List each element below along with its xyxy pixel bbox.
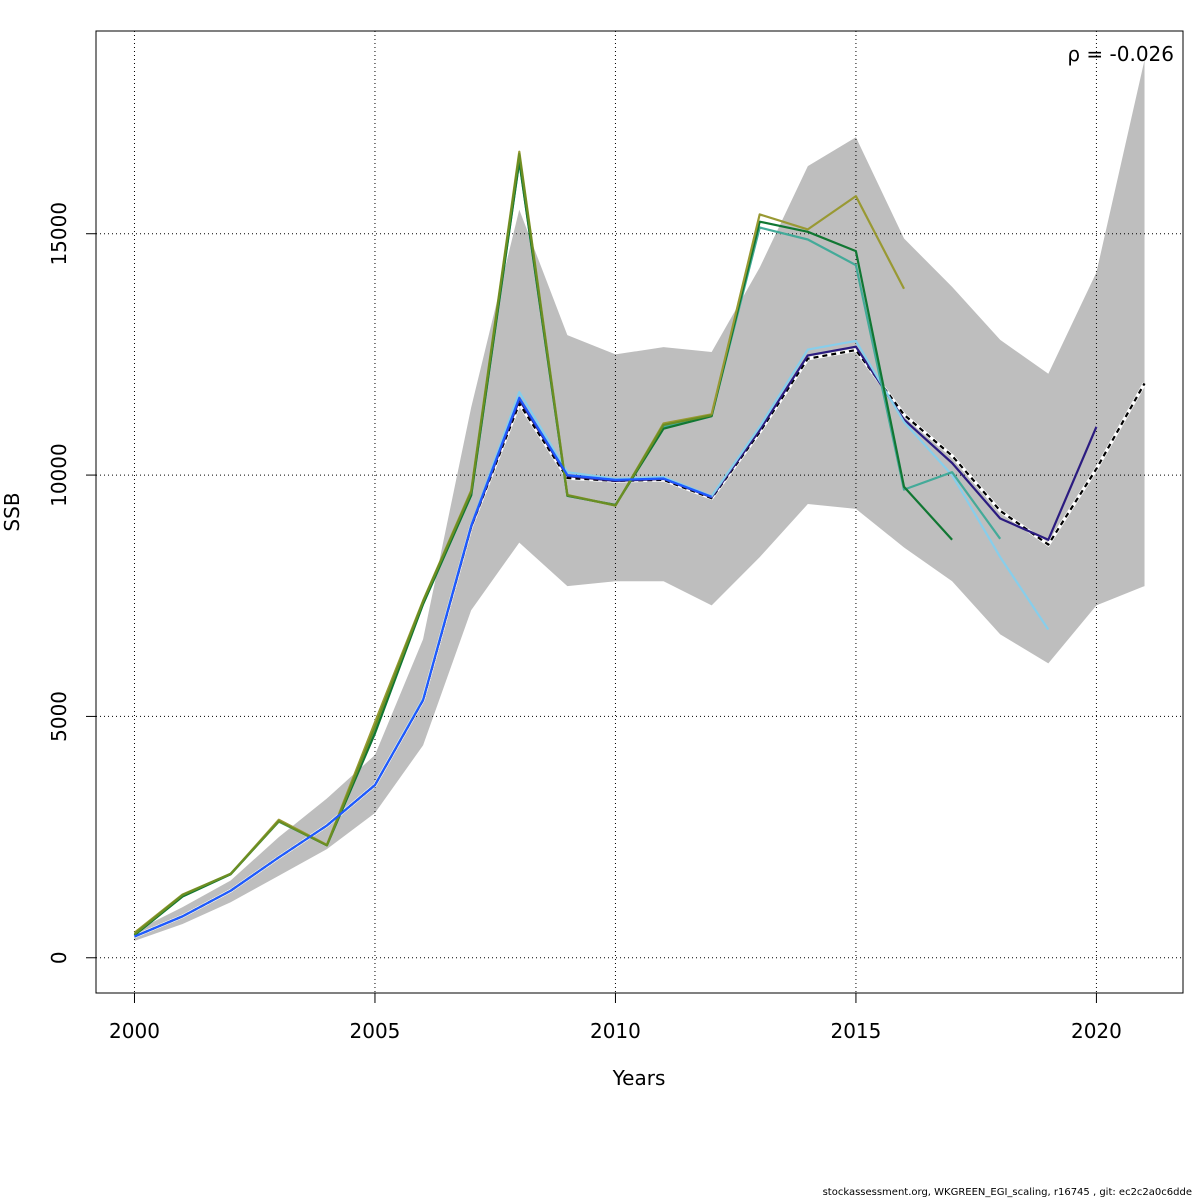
x-tick-label: 2015 bbox=[830, 1019, 881, 1043]
tick-layer: 2000 2005 2010 2015 2020 0 5000 10000 15000 bbox=[47, 202, 1122, 1043]
rho-annotation: ρ = -0.026 bbox=[1067, 42, 1174, 66]
series-layer bbox=[133, 150, 1147, 939]
x-tick-label: 2005 bbox=[350, 1019, 401, 1043]
grid-layer bbox=[96, 31, 1183, 993]
x-axis-label: Years bbox=[612, 1066, 666, 1090]
y-tick-label: 10000 bbox=[47, 443, 71, 507]
y-tick-label: 5000 bbox=[47, 691, 71, 742]
series-line bbox=[133, 153, 712, 935]
y-axis-label: SSB bbox=[0, 492, 24, 531]
y-tick-label: 0 bbox=[47, 951, 71, 964]
confidence-band bbox=[134, 59, 1145, 941]
footer-credit: stockassessment.org, WKGREEN_EGI_scaling… bbox=[822, 1187, 1192, 1198]
series-line bbox=[134, 396, 712, 938]
y-tick-label: 15000 bbox=[47, 202, 71, 266]
x-tick-label: 2000 bbox=[109, 1019, 160, 1043]
x-tick-label: 2010 bbox=[590, 1019, 641, 1043]
confidence-band-layer bbox=[134, 59, 1145, 941]
plot-frame bbox=[95, 30, 1184, 994]
x-tick-label: 2020 bbox=[1071, 1019, 1122, 1043]
